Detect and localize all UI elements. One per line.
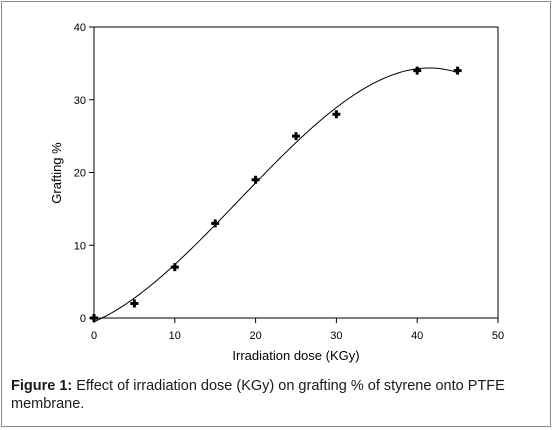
fit-curve xyxy=(93,67,458,323)
x-tick-label: 20 xyxy=(249,330,261,342)
figure-caption: Figure 1: Effect of irradiation dose (KG… xyxy=(11,377,546,413)
data-point xyxy=(453,66,462,75)
caption-text: Effect of irradiation dose (KGy) on graf… xyxy=(11,378,505,412)
chart-axes: 0 10 20 30 40 50 0 10 20 30 40 xyxy=(74,22,504,342)
y-tick-label: 40 xyxy=(74,22,86,34)
data-point xyxy=(332,110,341,119)
data-point xyxy=(170,263,179,272)
x-axis-label: Irradiation dose (KGy) xyxy=(232,348,359,363)
data-point xyxy=(211,219,220,228)
data-point xyxy=(292,132,300,141)
data-point xyxy=(130,299,139,308)
caption-label: Figure 1: xyxy=(11,378,73,394)
chart: 0 10 20 30 40 50 0 10 20 30 40 Irradiation dose (K… xyxy=(49,22,504,363)
data-point xyxy=(251,175,260,184)
y-tick-label: 0 xyxy=(80,313,86,325)
x-tick-label: 10 xyxy=(169,330,181,342)
y-tick-label: 20 xyxy=(74,168,86,180)
x-tick-label: 30 xyxy=(330,330,342,342)
data-points xyxy=(90,66,462,322)
x-tick-label: 50 xyxy=(492,330,504,342)
x-tick-label: 40 xyxy=(411,330,423,342)
plot-area-border xyxy=(93,26,499,319)
data-point xyxy=(90,314,98,322)
y-axis-label: Grafting % xyxy=(49,142,64,204)
x-tick-label: 0 xyxy=(91,330,97,342)
y-tick-label: 30 xyxy=(74,95,86,107)
y-tick-label: 10 xyxy=(74,240,86,252)
data-point xyxy=(413,66,422,75)
